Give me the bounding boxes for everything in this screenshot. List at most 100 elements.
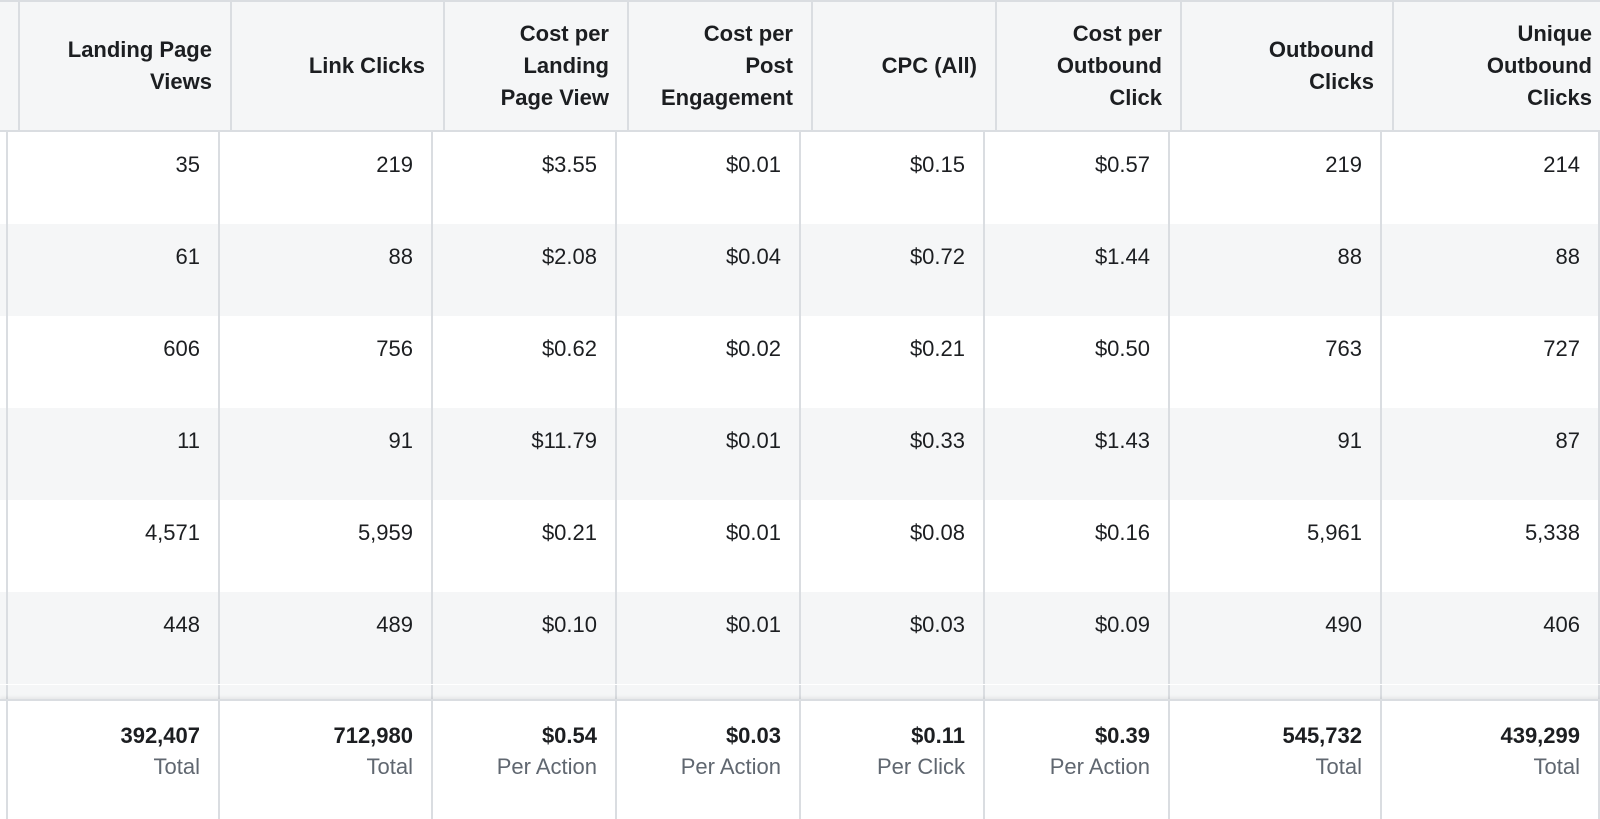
summary-value: 712,980 <box>333 723 413 748</box>
header-line: Clicks <box>1309 69 1374 94</box>
cell-cost-per-outbound-click: $1.43 <box>985 408 1170 500</box>
header-line: Cost per <box>703 21 793 46</box>
column-header-link-clicks[interactable]: Link Clicks <box>232 2 445 130</box>
table-row[interactable]: 606 756 $0.62 $0.02 $0.21 $0.50 763 727 <box>0 316 1600 408</box>
row-spacer <box>0 224 8 316</box>
cell-cost-per-outbound-click: $1.44 <box>985 224 1170 316</box>
cell-link-clicks: 756 <box>220 316 433 408</box>
summary-link-clicks: 712,980 Total <box>220 701 433 819</box>
summary-spacer <box>0 701 8 819</box>
header-line: Page View <box>500 85 609 110</box>
cell-cost-per-outbound-click: $0.16 <box>985 500 1170 592</box>
cell-cost-per-outbound-click: $0.09 <box>985 592 1170 684</box>
cell-spacer <box>801 685 985 701</box>
header-line: Cost per <box>1072 21 1162 46</box>
cell-outbound-clicks: 219 <box>1170 132 1382 224</box>
cell-unique-outbound-clicks: 88 <box>1382 224 1600 316</box>
cell-link-clicks: 88 <box>220 224 433 316</box>
summary-outbound-clicks: 545,732 Total <box>1170 701 1382 819</box>
cell-cost-per-landing-page-view: $0.10 <box>433 592 617 684</box>
table-row[interactable]: 11 91 $11.79 $0.01 $0.33 $1.43 91 87 <box>0 408 1600 500</box>
header-line: Unique <box>1517 21 1592 46</box>
header-line: CPC (All) <box>881 53 977 78</box>
header-line: Engagement <box>660 85 793 110</box>
cell-cpc-all: $0.21 <box>801 316 985 408</box>
table-row[interactable]: 61 88 $2.08 $0.04 $0.72 $1.44 88 88 <box>0 224 1600 316</box>
cell-outbound-clicks: 490 <box>1170 592 1382 684</box>
cell-cost-per-landing-page-view: $0.62 <box>433 316 617 408</box>
table-row[interactable]: 4,571 5,959 $0.21 $0.01 $0.08 $0.16 5,96… <box>0 500 1600 592</box>
row-spacer <box>0 685 8 701</box>
cell-landing-page-views: 61 <box>8 224 220 316</box>
row-spacer <box>0 316 8 408</box>
row-spacer <box>0 592 8 684</box>
cell-outbound-clicks: 91 <box>1170 408 1382 500</box>
summary-label: Per Action <box>1049 754 1150 779</box>
cell-cost-per-landing-page-view: $3.55 <box>433 132 617 224</box>
header-line: Views <box>150 69 212 94</box>
row-spacer <box>0 500 8 592</box>
cell-link-clicks: 219 <box>220 132 433 224</box>
summary-value: $0.03 <box>725 723 781 748</box>
cell-unique-outbound-clicks: 406 <box>1382 592 1600 684</box>
cell-cost-per-post-engagement: $0.02 <box>617 316 801 408</box>
cell-cost-per-post-engagement: $0.01 <box>617 500 801 592</box>
summary-label: Total <box>1315 754 1362 779</box>
header-line: Cost per <box>519 21 609 46</box>
cell-landing-page-views: 606 <box>8 316 220 408</box>
column-header-unique-outbound-clicks[interactable]: Unique Outbound Clicks <box>1394 2 1600 130</box>
cell-outbound-clicks: 88 <box>1170 224 1382 316</box>
summary-cost-per-landing-page-view: $0.54 Per Action <box>433 701 617 819</box>
header-line: Post <box>745 53 793 78</box>
table-row-partial <box>0 685 1600 701</box>
summary-label: Per Action <box>680 754 781 779</box>
cell-cost-per-post-engagement: $0.01 <box>617 408 801 500</box>
column-header-outbound-clicks[interactable]: Outbound Clicks <box>1182 2 1394 130</box>
cell-link-clicks: 91 <box>220 408 433 500</box>
summary-label: Total <box>366 754 413 779</box>
cell-cpc-all: $0.72 <box>801 224 985 316</box>
summary-landing-page-views: 392,407 Total <box>8 701 220 819</box>
summary-value: $0.54 <box>541 723 597 748</box>
cell-unique-outbound-clicks: 87 <box>1382 408 1600 500</box>
table-row[interactable]: 35 219 $3.55 $0.01 $0.15 $0.57 219 214 <box>0 132 1600 224</box>
summary-label: Per Action <box>496 754 597 779</box>
cell-cost-per-landing-page-view: $11.79 <box>433 408 617 500</box>
cell-spacer <box>1382 685 1600 701</box>
summary-value: 545,732 <box>1282 723 1362 748</box>
column-header-cpc-all[interactable]: CPC (All) <box>813 2 997 130</box>
table-row[interactable]: 448 489 $0.10 $0.01 $0.03 $0.09 490 406 <box>0 592 1600 684</box>
table-summary-row: 392,407 Total 712,980 Total $0.54 Per Ac… <box>0 699 1600 819</box>
summary-value: 439,299 <box>1500 723 1580 748</box>
summary-unique-outbound-clicks: 439,299 Total <box>1382 701 1600 819</box>
cell-unique-outbound-clicks: 214 <box>1382 132 1600 224</box>
cell-spacer <box>985 685 1170 701</box>
cell-outbound-clicks: 5,961 <box>1170 500 1382 592</box>
row-spacer <box>0 132 8 224</box>
cell-cpc-all: $0.15 <box>801 132 985 224</box>
cell-cpc-all: $0.08 <box>801 500 985 592</box>
cell-landing-page-views: 11 <box>8 408 220 500</box>
header-line: Click <box>1109 85 1162 110</box>
summary-label: Per Click <box>876 754 965 779</box>
header-line: Outbound <box>1486 53 1592 78</box>
header-line: Link Clicks <box>308 53 425 78</box>
cell-spacer <box>220 685 433 701</box>
header-line: Clicks <box>1527 85 1592 110</box>
cell-cost-per-outbound-click: $0.57 <box>985 132 1170 224</box>
cell-outbound-clicks: 763 <box>1170 316 1382 408</box>
header-line: Landing Page <box>67 37 212 62</box>
column-header-cost-per-outbound-click[interactable]: Cost per Outbound Click <box>997 2 1182 130</box>
cell-cost-per-post-engagement: $0.04 <box>617 224 801 316</box>
column-header-landing-page-views[interactable]: Landing Page Views <box>20 2 232 130</box>
column-header-cost-per-post-engagement[interactable]: Cost per Post Engagement <box>629 2 813 130</box>
header-line: Landing <box>523 53 609 78</box>
cell-cost-per-landing-page-view: $2.08 <box>433 224 617 316</box>
row-spacer <box>0 408 8 500</box>
cell-cost-per-outbound-click: $0.50 <box>985 316 1170 408</box>
summary-cpc-all: $0.11 Per Click <box>801 701 985 819</box>
summary-label: Total <box>1533 754 1580 779</box>
column-header-cost-per-landing-page-view[interactable]: Cost per Landing Page View <box>445 2 629 130</box>
cell-cost-per-post-engagement: $0.01 <box>617 132 801 224</box>
